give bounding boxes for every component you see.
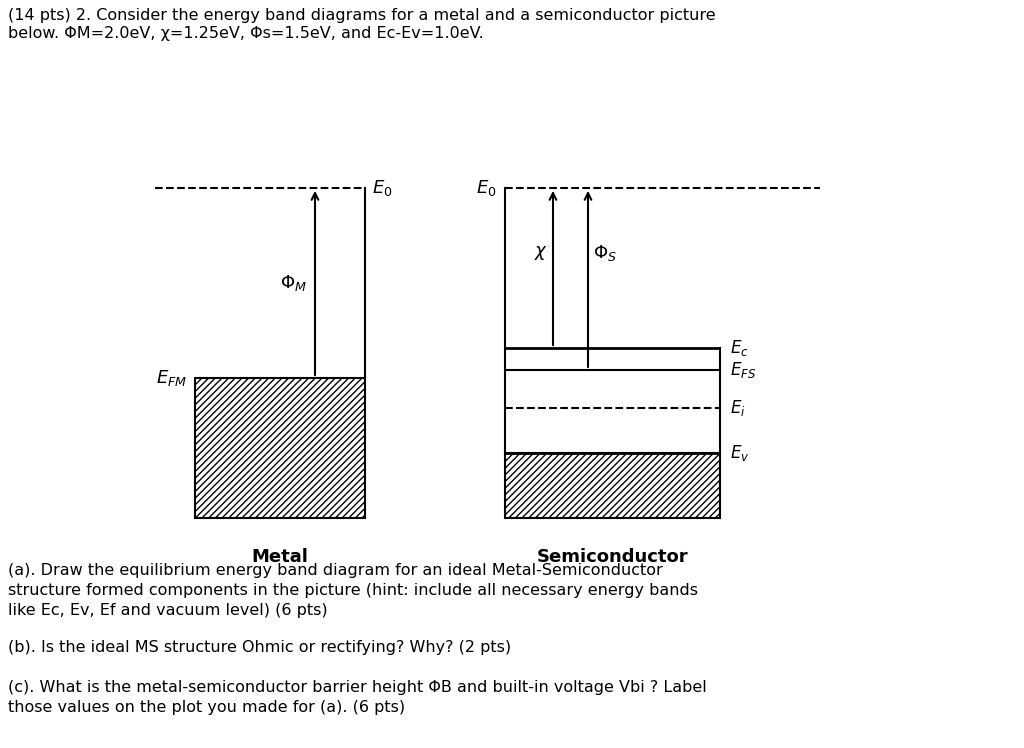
Text: $E_i$: $E_i$ bbox=[730, 398, 745, 418]
Text: Semiconductor: Semiconductor bbox=[537, 548, 688, 566]
Text: below. ΦM=2.0eV, χ=1.25eV, Φs=1.5eV, and Ec-Ev=1.0eV.: below. ΦM=2.0eV, χ=1.25eV, Φs=1.5eV, and… bbox=[8, 26, 483, 41]
Text: (a). Draw the equilibrium energy band diagram for an ideal Metal-Semiconductor
s: (a). Draw the equilibrium energy band di… bbox=[8, 563, 698, 618]
Text: (b). Is the ideal MS structure Ohmic or rectifying? Why? (2 pts): (b). Is the ideal MS structure Ohmic or … bbox=[8, 640, 511, 655]
Text: $\Phi_S$: $\Phi_S$ bbox=[593, 243, 616, 263]
Bar bbox=[195, 378, 365, 518]
Bar bbox=[505, 453, 720, 518]
Text: (c). What is the metal-semiconductor barrier height ΦB and built-in voltage Vbi : (c). What is the metal-semiconductor bar… bbox=[8, 680, 707, 715]
Text: $E_v$: $E_v$ bbox=[730, 443, 750, 463]
Text: $\Phi_M$: $\Phi_M$ bbox=[281, 273, 307, 293]
Text: Metal: Metal bbox=[252, 548, 308, 566]
Text: (14 pts) 2. Consider the energy band diagrams for a metal and a semiconductor pi: (14 pts) 2. Consider the energy band dia… bbox=[8, 8, 716, 23]
Text: $E_{FM}$: $E_{FM}$ bbox=[156, 368, 187, 388]
Text: $E_0$: $E_0$ bbox=[476, 178, 497, 198]
Text: $E_c$: $E_c$ bbox=[730, 338, 749, 358]
Text: $\chi$: $\chi$ bbox=[534, 244, 548, 262]
Text: $E_{FS}$: $E_{FS}$ bbox=[730, 360, 756, 380]
Text: $E_0$: $E_0$ bbox=[372, 178, 392, 198]
